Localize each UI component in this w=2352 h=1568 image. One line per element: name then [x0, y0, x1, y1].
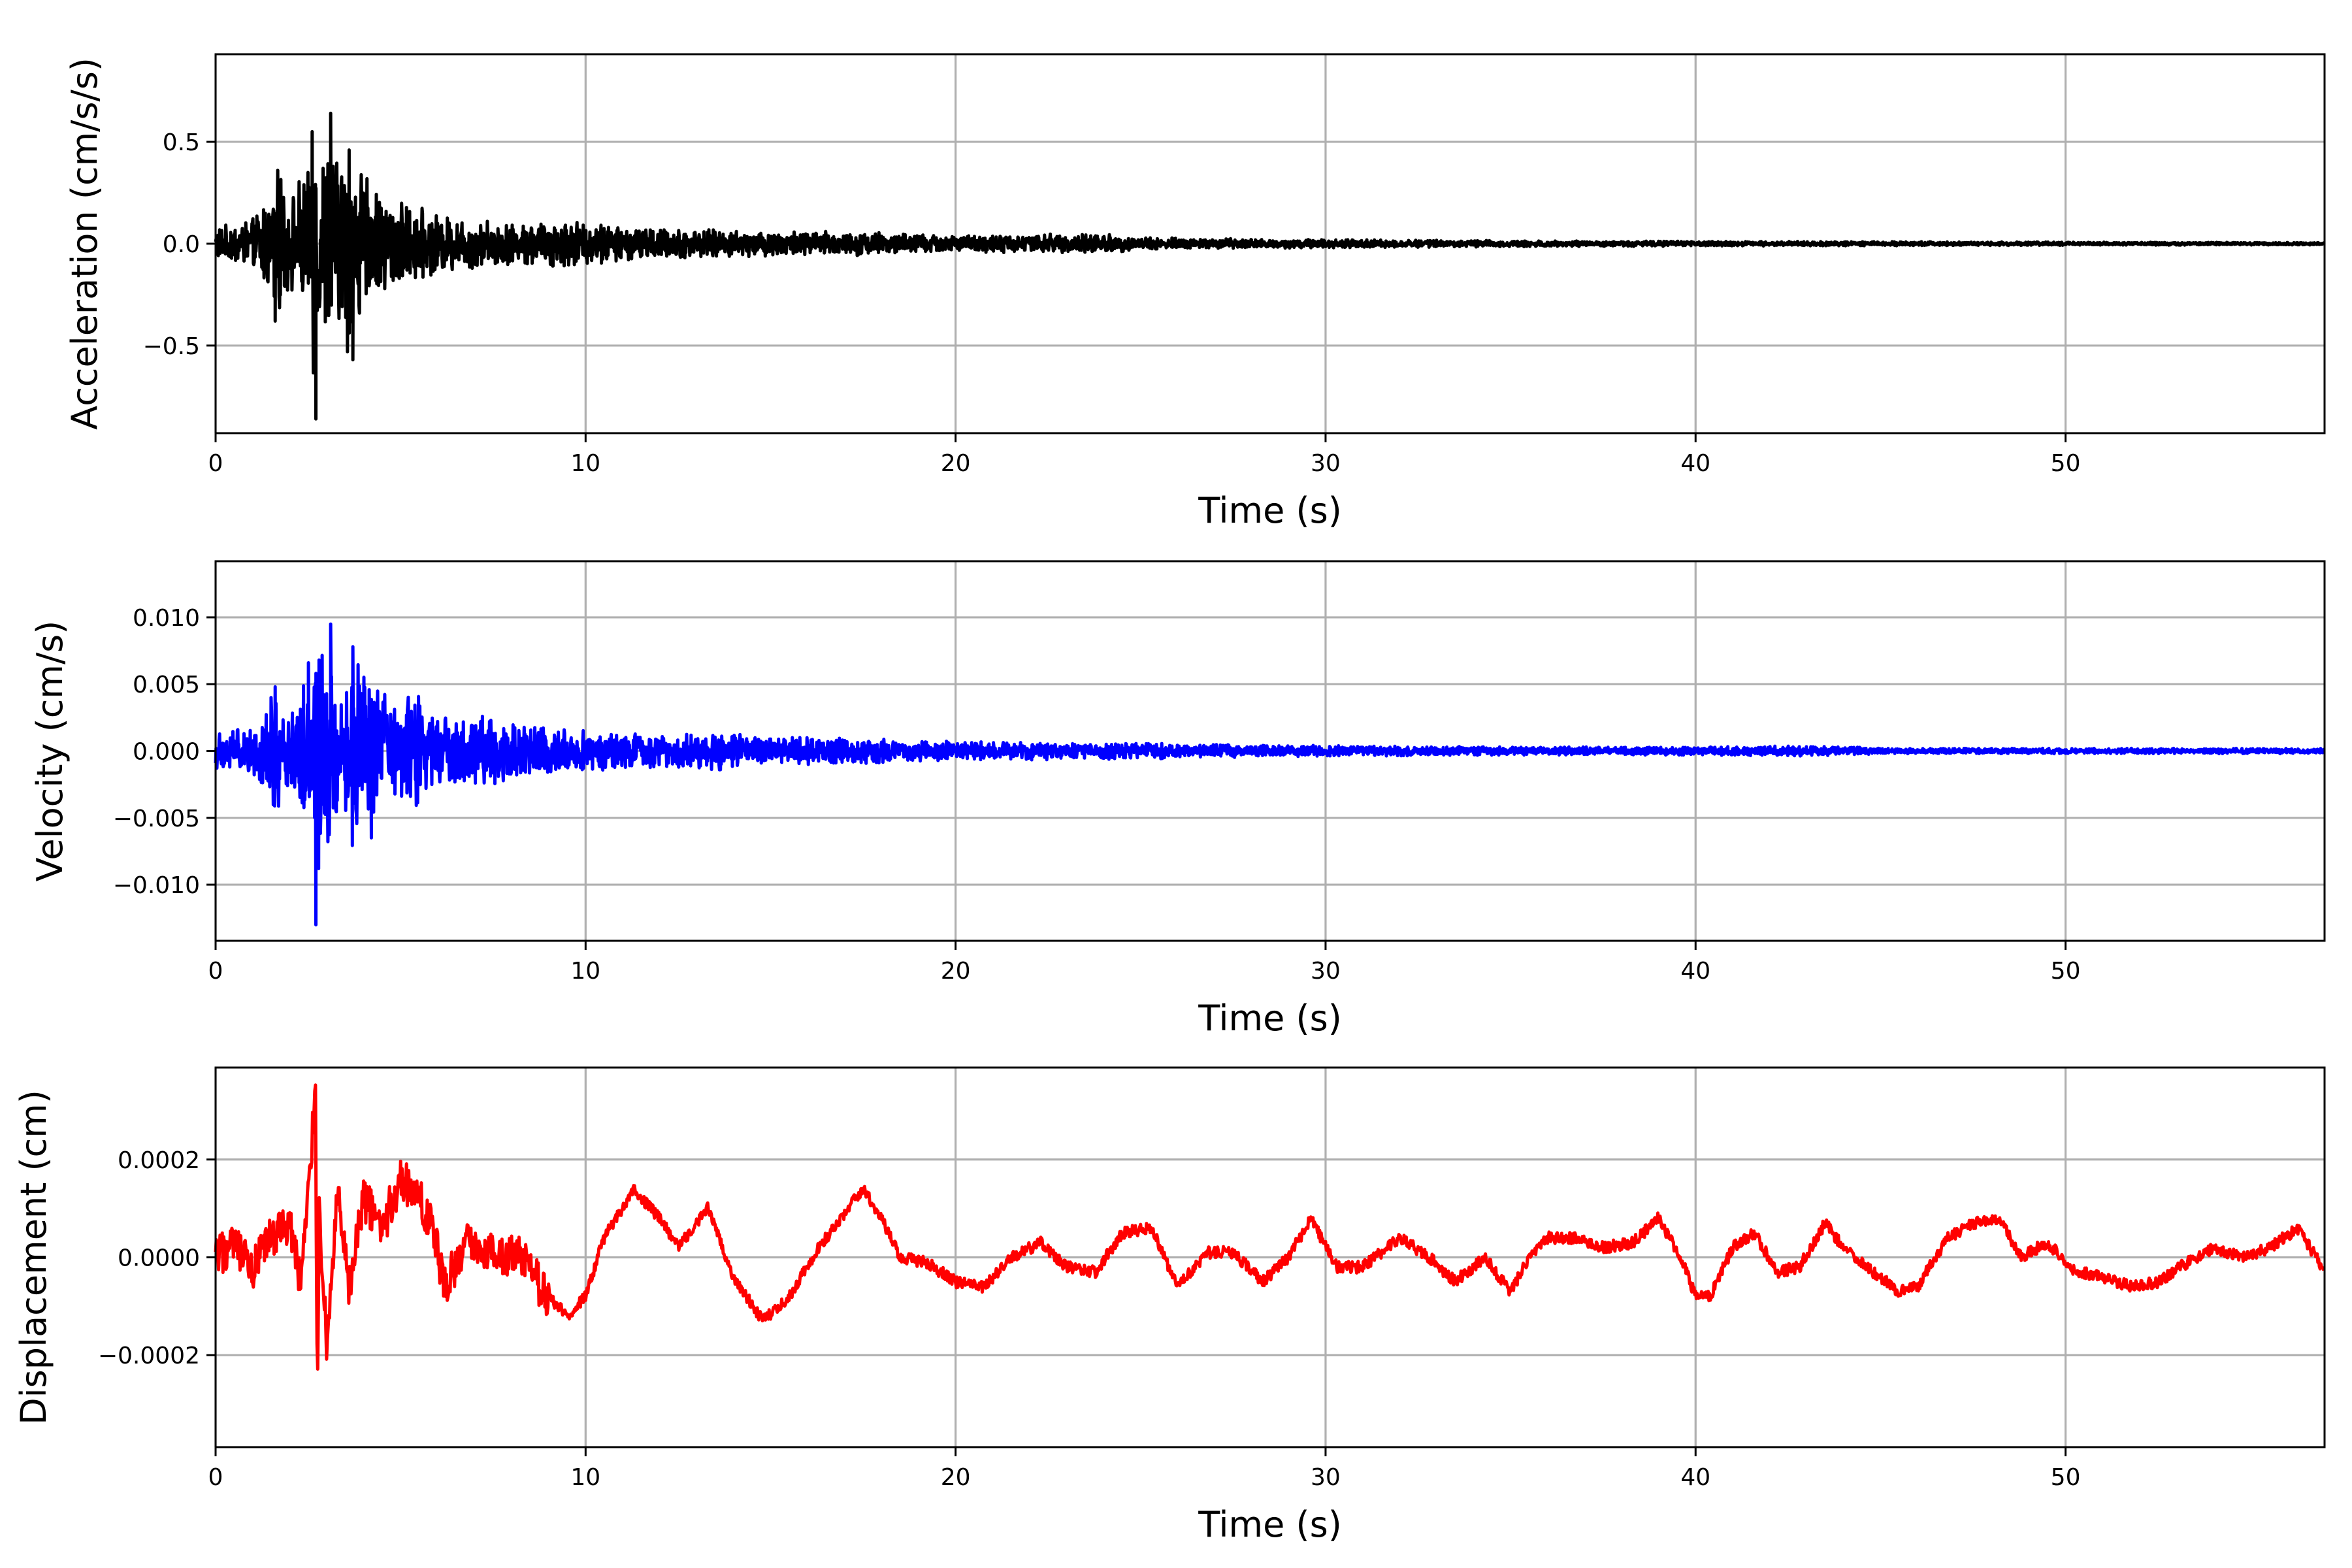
acceleration-y-tick-label: 0.5 — [163, 129, 200, 156]
velocity-x-tick-label: 50 — [2051, 958, 2081, 985]
acceleration-x-tick-label: 30 — [1311, 450, 1341, 477]
velocity-panel: 0 10 20 30 40 50 −0.010 −0.005 0.000 0.005 0.010 Ti… — [29, 560, 2326, 1039]
acceleration-x-tick-label: 20 — [941, 450, 971, 477]
velocity-y-axis-label: Velocity (cm/s) — [29, 621, 71, 882]
velocity-y-tick-label: 0.005 — [133, 672, 200, 698]
acceleration-series-line — [214, 111, 2326, 421]
displacement-y-tick-label: 0.0002 — [118, 1147, 200, 1174]
displacement-y-axis-label: Displacement (cm) — [13, 1090, 54, 1425]
velocity-x-tick-label: 40 — [1680, 958, 1710, 985]
displacement-x-tick-label: 20 — [941, 1464, 971, 1491]
velocity-x-tick-label: 30 — [1311, 958, 1341, 985]
displacement-x-axis-label: Time (s) — [1198, 1504, 1342, 1545]
displacement-panel: 0 10 20 30 40 50 −0.0002 0.0000 0.0002 Time (s) Di… — [13, 1066, 2326, 1545]
velocity-x-tick-label: 20 — [941, 958, 971, 985]
displacement-y-tick-label: −0.0002 — [98, 1343, 200, 1369]
displacement-x-tick-label: 10 — [570, 1464, 600, 1491]
acceleration-y-tick-label: −0.5 — [143, 333, 200, 360]
velocity-y-tick-label: 0.010 — [133, 605, 200, 632]
displacement-series-line — [214, 1083, 2326, 1371]
velocity-y-tick-label: −0.010 — [113, 872, 200, 899]
velocity-y-tick-label: −0.005 — [113, 806, 200, 832]
acceleration-x-tick-label: 10 — [570, 450, 600, 477]
acceleration-y-tick-label: 0.0 — [163, 231, 200, 258]
velocity-x-tick-label: 10 — [570, 958, 600, 985]
acceleration-x-tick-label: 40 — [1680, 450, 1710, 477]
acceleration-x-tick-label: 50 — [2051, 450, 2081, 477]
acceleration-x-axis-label: Time (s) — [1198, 490, 1342, 531]
acceleration-x-tick-label: 0 — [208, 450, 223, 477]
displacement-x-tick-label: 40 — [1680, 1464, 1710, 1491]
acceleration-y-axis-label: Acceleration (cm/s/s) — [64, 57, 105, 430]
velocity-y-tick-label: 0.000 — [133, 739, 200, 766]
velocity-x-axis-label: Time (s) — [1198, 998, 1342, 1039]
displacement-x-tick-label: 0 — [208, 1464, 223, 1491]
displacement-y-tick-label: 0.0000 — [118, 1245, 200, 1272]
velocity-x-tick-label: 0 — [208, 958, 223, 985]
velocity-series-line — [214, 622, 2326, 926]
displacement-x-tick-label: 50 — [2051, 1464, 2081, 1491]
acceleration-panel: 0 10 20 30 40 50 −0.5 0.0 0.5 Time (s) Acceleratio… — [64, 53, 2326, 531]
displacement-x-tick-label: 30 — [1311, 1464, 1341, 1491]
